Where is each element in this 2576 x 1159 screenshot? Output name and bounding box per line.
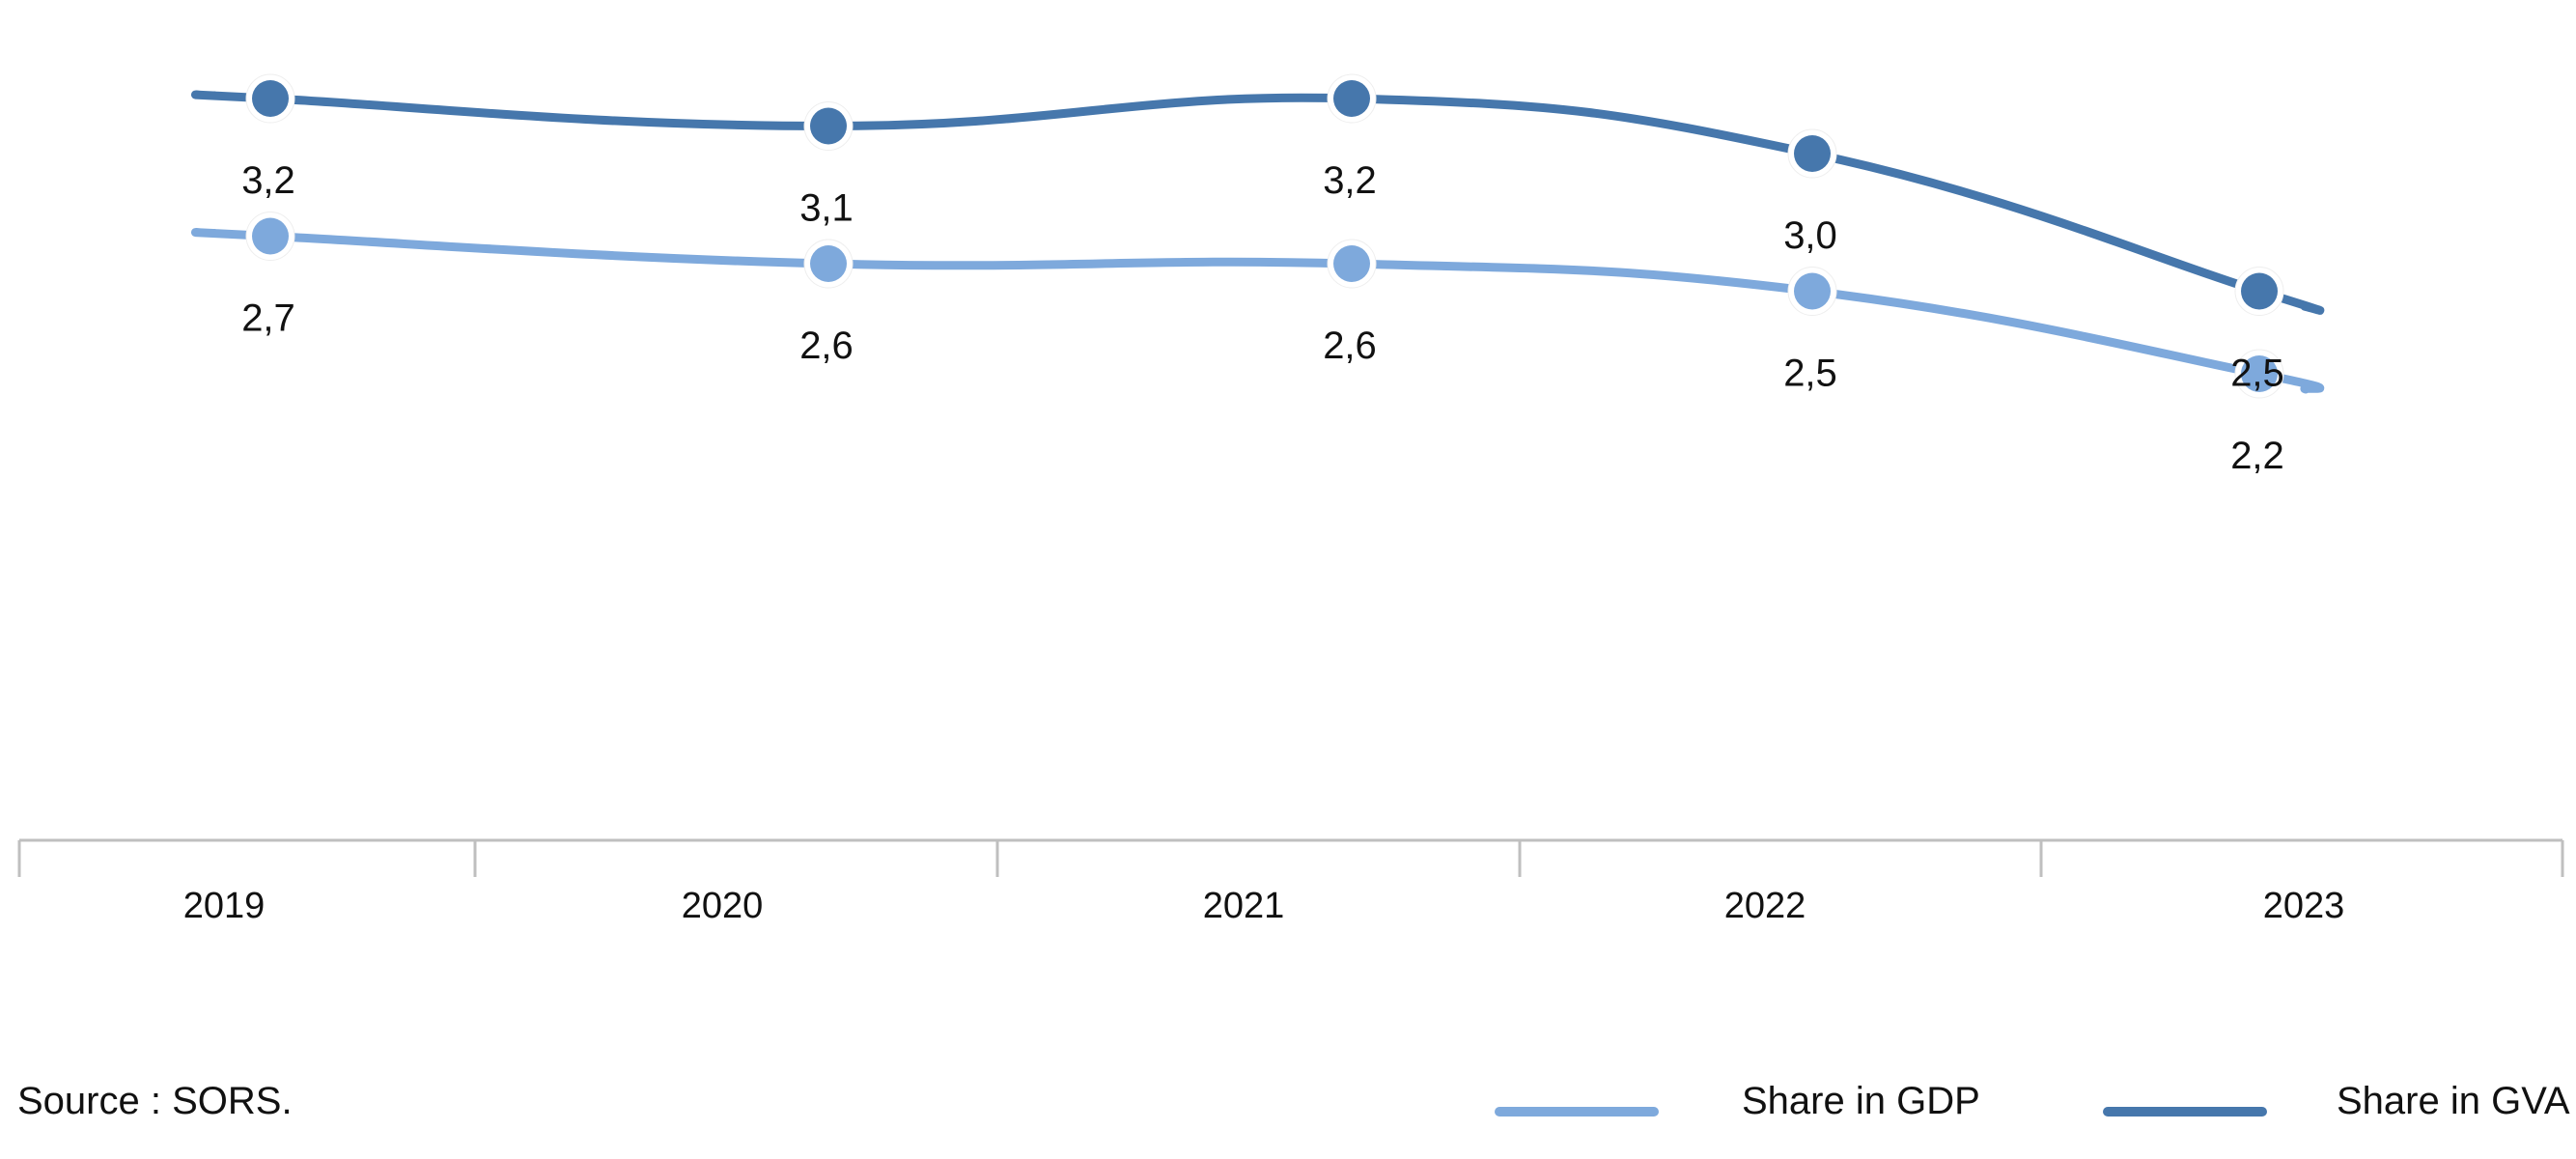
- data-point-gva: [2241, 272, 2278, 310]
- x-tick-label: 2022: [1724, 886, 1806, 926]
- source-note: Source : SORS.: [17, 1080, 293, 1122]
- data-point-gva: [1333, 80, 1370, 117]
- data-point-gdp: [1333, 245, 1370, 282]
- data-label-gdp: 2,7: [241, 297, 295, 340]
- legend-swatch-gva: [2103, 1107, 2267, 1117]
- x-tick-label: 2023: [2263, 886, 2345, 926]
- series-line-gdp: [190, 228, 2325, 394]
- legend-item-gva: Share in GVA: [2103, 1080, 2570, 1138]
- data-label-gdp: 2,5: [1783, 353, 1837, 395]
- legend-label-gdp: Share in GDP: [1742, 1080, 1980, 1122]
- data-label-gdp: 2,6: [799, 325, 854, 367]
- legend-label-gva: Share in GVA: [2337, 1080, 2570, 1122]
- data-point-gdp: [2241, 355, 2278, 392]
- data-point-gva: [810, 107, 847, 145]
- data-labels-layer: 2,7 2,6 2,6 2,5 2,2 3,2 3,1 3,2 3,0 2,5: [241, 159, 2284, 477]
- data-point-gdp: [252, 217, 289, 255]
- data-point-gva: [1794, 135, 1831, 172]
- x-tick-label: 2019: [183, 886, 266, 926]
- series-layer: [190, 73, 2325, 399]
- data-point-gdp: [1794, 272, 1831, 310]
- data-label-gva: 3,0: [1783, 214, 1837, 257]
- x-tick-label: 2020: [682, 886, 764, 926]
- data-label-gva: 2,5: [2230, 353, 2284, 395]
- data-label-gdp: 2,2: [2230, 435, 2284, 477]
- data-label-gva: 3,1: [799, 187, 854, 230]
- data-point-gdp: [810, 245, 847, 282]
- data-label-gva: 3,2: [241, 159, 295, 202]
- data-label-gdp: 2,6: [1323, 325, 1377, 367]
- series-line-gva: [190, 90, 2325, 315]
- data-label-gva: 3,2: [1323, 159, 1377, 202]
- x-axis: 2019 2020 2021 2022 2023: [17, 838, 2564, 926]
- data-point-gva: [252, 80, 289, 117]
- legend-item-gdp: Share in GDP: [1495, 1080, 1980, 1138]
- legend-swatch-gdp: [1495, 1107, 1659, 1117]
- x-tick-label: 2021: [1203, 886, 1285, 926]
